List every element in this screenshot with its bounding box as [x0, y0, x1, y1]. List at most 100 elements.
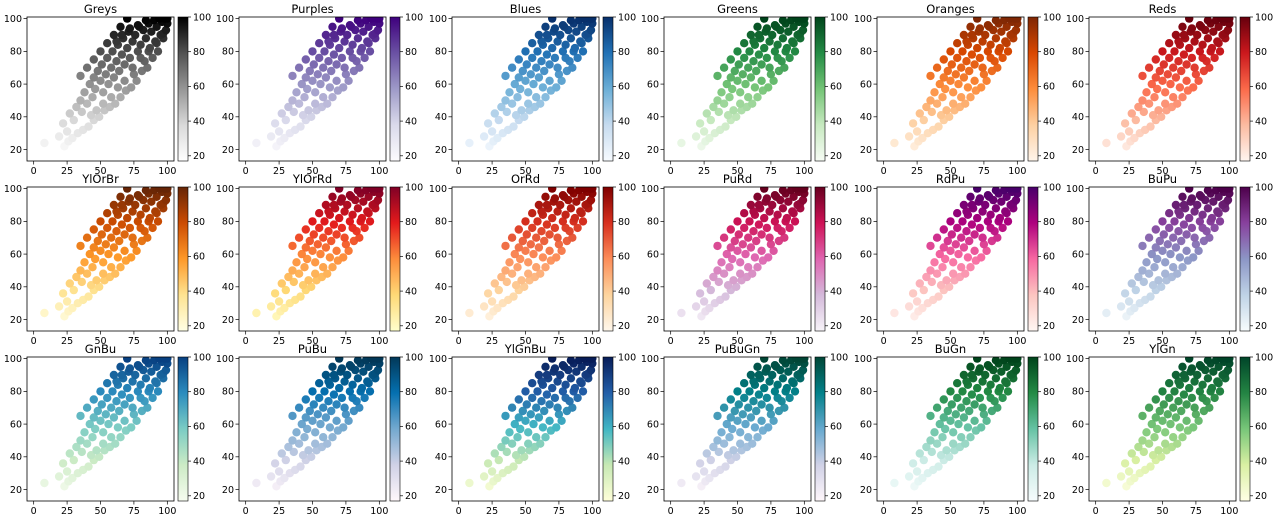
scatter-point	[762, 364, 772, 373]
scatter-point	[353, 357, 363, 365]
axes-frame	[876, 356, 1025, 502]
scatter-point	[99, 439, 108, 448]
scatter-point	[1154, 446, 1163, 455]
scatter-point	[1158, 387, 1167, 396]
scatter-point	[353, 17, 363, 25]
scatter-point	[328, 433, 337, 442]
scatter-point	[109, 243, 119, 252]
scatter-point	[1187, 194, 1197, 203]
scatter-point	[1165, 209, 1174, 218]
scatter-point	[77, 447, 87, 457]
scatter-point	[58, 459, 68, 468]
colorbar-tick-label: 60	[193, 252, 205, 263]
scatter-point	[112, 397, 121, 406]
scatter-point	[753, 263, 762, 272]
scatter-point	[573, 53, 582, 63]
x-tick-label: 0	[668, 336, 674, 347]
scatter-point	[497, 272, 506, 282]
scatter-point	[341, 410, 351, 419]
scatter-point	[359, 367, 368, 376]
scatter-point	[1177, 236, 1186, 246]
scatter-point	[765, 207, 774, 216]
scatter-point	[95, 282, 104, 291]
scatter-point	[152, 22, 161, 31]
colorbar-tick-label: 40	[405, 286, 417, 297]
scatter-point	[548, 17, 557, 23]
scatter-point	[319, 93, 328, 102]
scatter-point	[111, 439, 120, 448]
scatter-point	[744, 403, 753, 412]
scatter-point	[88, 433, 97, 442]
scatter-point	[800, 357, 809, 363]
scatter-point	[548, 357, 557, 363]
scatter-point	[1120, 289, 1130, 298]
scatter-point	[518, 406, 527, 416]
scatter-point	[919, 285, 928, 295]
scatter-point	[373, 25, 383, 35]
scatter-point	[315, 379, 324, 388]
colorbar-tick-label: 20	[1255, 151, 1267, 162]
colorbar	[178, 357, 188, 501]
scatter-point	[550, 24, 560, 33]
x-tick-label: 0	[881, 506, 887, 517]
scatter-point	[68, 473, 77, 483]
scatter-point	[548, 213, 557, 223]
scatter-point	[558, 217, 568, 226]
scatter-point	[465, 138, 474, 148]
y-tick-label: 60	[860, 249, 872, 260]
scatter-point	[125, 364, 135, 373]
scatter-point	[542, 50, 552, 59]
scatter-point	[957, 93, 966, 102]
scatter-point	[1191, 70, 1201, 79]
scatter-point	[975, 223, 985, 233]
x-tick-label: 25	[1123, 166, 1135, 177]
scatter-point	[991, 374, 1001, 383]
scatter-point	[1195, 361, 1205, 370]
scatter-point	[375, 17, 384, 23]
scatter-point	[1195, 21, 1205, 30]
scatter-point	[340, 377, 349, 386]
axes-frame	[663, 356, 812, 502]
colorbar-tick-label: 100	[193, 352, 211, 363]
y-tick-label: 100	[429, 354, 447, 365]
scatter-point	[729, 276, 738, 285]
scatter-point	[534, 243, 544, 252]
colorbar-tick-label: 40	[1043, 286, 1055, 297]
scatter-point	[766, 410, 776, 419]
scatter-point	[719, 269, 729, 278]
x-tick-label: 0	[668, 166, 674, 177]
scatter-point	[300, 93, 309, 102]
scatter-point	[935, 79, 944, 89]
scatter-point	[494, 285, 503, 295]
scatter-point	[128, 63, 137, 72]
x-tick-label: 100	[1220, 166, 1238, 177]
colorbar-tick-label: 80	[1043, 217, 1055, 228]
scatter-point	[284, 442, 293, 452]
axes-frame	[663, 16, 812, 162]
y-tick-label: 80	[435, 387, 447, 398]
scatter-point	[1124, 467, 1134, 476]
scatter-point	[1161, 88, 1170, 97]
scatter-point	[141, 374, 151, 383]
scatter-point	[1150, 263, 1159, 272]
y-tick-label: 80	[435, 217, 447, 228]
scatter-point	[163, 187, 172, 193]
scatter-point	[1116, 302, 1126, 311]
scatter-point	[113, 253, 123, 262]
x-tick-label: 25	[911, 336, 923, 347]
scatter-point	[109, 200, 119, 210]
scatter-point	[344, 246, 353, 255]
scatter-point	[1214, 362, 1223, 371]
x-tick-label: 0	[31, 166, 37, 177]
scatter-point	[1213, 377, 1222, 386]
colorbar-tick-label: 20	[618, 321, 630, 332]
scatter-point	[537, 57, 546, 66]
scatter-point	[277, 109, 286, 118]
scatter-point	[554, 410, 564, 419]
scatter-point	[926, 266, 935, 275]
y-tick-label: 40	[647, 112, 659, 123]
colorbar-tick-label: 60	[1255, 422, 1267, 433]
scatter-point	[532, 233, 541, 242]
scatter-point	[101, 70, 111, 79]
